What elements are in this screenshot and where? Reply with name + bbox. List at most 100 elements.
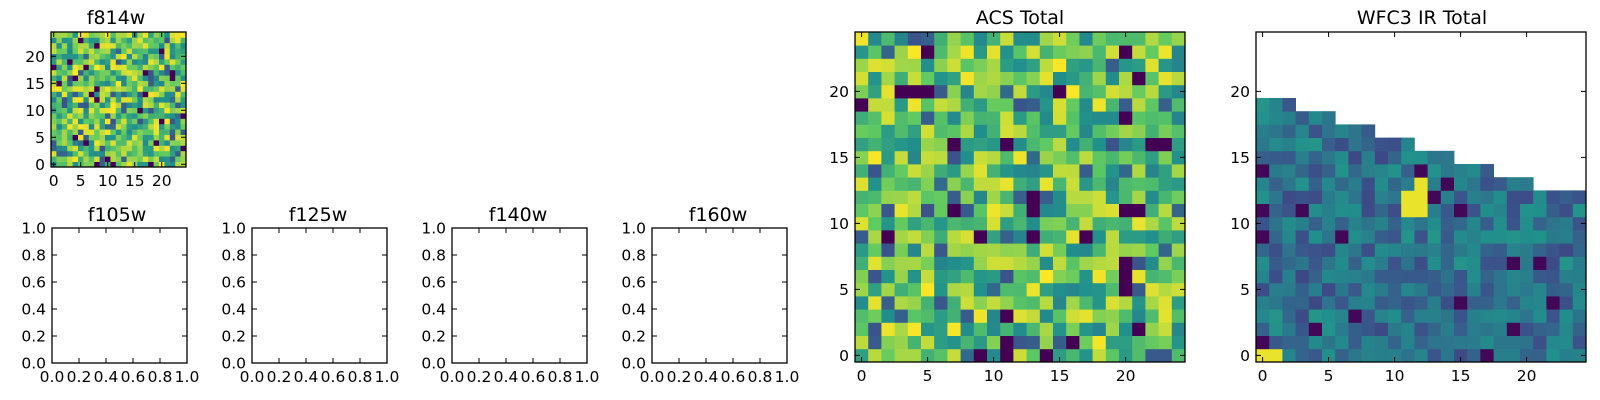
heatmap-cell xyxy=(987,243,1001,257)
heatmap-cell xyxy=(921,296,935,310)
heatmap-cell xyxy=(1066,282,1080,297)
heatmap-cell xyxy=(1079,58,1093,72)
heatmap-cell xyxy=(61,96,68,103)
heatmap-cell xyxy=(83,123,90,130)
heatmap-cell xyxy=(56,59,63,65)
heatmap-cell xyxy=(78,53,84,60)
heatmap-cell xyxy=(175,113,181,119)
heatmap-cell xyxy=(153,118,160,125)
heatmap-cell xyxy=(1480,216,1494,231)
heatmap-cell xyxy=(1480,177,1494,191)
heatmap-cell xyxy=(1092,137,1107,152)
heatmap-cell xyxy=(99,80,106,87)
heatmap-cell xyxy=(61,140,68,146)
heatmap-cell xyxy=(159,64,165,71)
heatmap-cell xyxy=(907,150,922,165)
y-tick-label: 1.0 xyxy=(621,220,646,238)
heatmap-cell xyxy=(1079,230,1093,244)
heatmap-cell xyxy=(855,137,869,152)
heatmap-cell xyxy=(72,129,79,135)
heatmap-cell xyxy=(921,282,935,297)
heatmap-cell xyxy=(94,140,100,146)
heatmap-cell xyxy=(1295,309,1310,323)
heatmap-cell xyxy=(855,348,869,363)
heatmap-cell xyxy=(1335,269,1349,284)
heatmap-cell xyxy=(180,150,187,157)
x-tick-label: 0 xyxy=(49,172,59,190)
heatmap-cell xyxy=(921,243,935,257)
heatmap-cell xyxy=(934,71,948,86)
heatmap-cell xyxy=(99,113,106,119)
heatmap-cell xyxy=(67,118,73,125)
heatmap-cell xyxy=(132,129,138,135)
heatmap-cell xyxy=(83,32,90,38)
heatmap-cell xyxy=(973,177,988,191)
heatmap-cell xyxy=(126,96,133,103)
heatmap-cell xyxy=(1520,216,1534,231)
heatmap-cell xyxy=(1066,335,1080,350)
heatmap-cell xyxy=(115,75,122,81)
heatmap-cell xyxy=(1559,322,1574,336)
heatmap-cell xyxy=(1105,71,1120,86)
heatmap-cell xyxy=(907,296,922,310)
heatmap-cell xyxy=(1039,124,1054,138)
heatmap-cell xyxy=(1105,335,1120,350)
heatmap-cell xyxy=(1559,348,1574,363)
heatmap-cell xyxy=(881,348,895,363)
heatmap-cell xyxy=(142,145,149,152)
heatmap-cell xyxy=(1053,216,1067,231)
heatmap-cell xyxy=(88,96,95,103)
heatmap-cell xyxy=(973,230,988,244)
heatmap-cell xyxy=(1256,190,1270,204)
heatmap-cell xyxy=(148,123,154,130)
heatmap-cell xyxy=(164,42,171,49)
heatmap-cell xyxy=(1559,335,1574,350)
heatmap-cell xyxy=(1026,137,1041,152)
x-tick-label: 1.0 xyxy=(175,368,200,386)
heatmap-cell xyxy=(56,113,63,119)
heatmap-cell xyxy=(1105,150,1120,165)
heatmap-cell xyxy=(61,42,68,49)
heatmap-cell xyxy=(83,118,90,125)
heatmap-cell xyxy=(88,140,95,146)
heatmap-cell xyxy=(105,80,111,87)
y-tick-label: 0.6 xyxy=(221,274,246,292)
heatmap-cell xyxy=(137,75,144,81)
heatmap-cell xyxy=(1066,256,1080,270)
heatmap-cell xyxy=(1026,58,1041,72)
heatmap-cell xyxy=(1066,216,1080,231)
heatmap-cell xyxy=(1520,322,1534,336)
heatmap-cell xyxy=(907,309,922,323)
axes-frame xyxy=(1255,31,1587,363)
heatmap-cell xyxy=(121,80,127,87)
heatmap-cell xyxy=(1132,150,1146,165)
heatmap-cell xyxy=(1013,269,1027,284)
heatmap-cell xyxy=(987,190,1001,204)
heatmap-cell xyxy=(1000,71,1014,86)
x-tick-label: 15 xyxy=(1451,367,1471,385)
heatmap-cell xyxy=(1388,269,1402,284)
heatmap-cell xyxy=(921,71,935,86)
heatmap-cell xyxy=(1374,150,1389,165)
panel-f125w: f125w 0.0 0.2 0.4 0.6 0.8 1.00.00.20.40.60.81… xyxy=(221,204,399,386)
heatmap-cell xyxy=(56,64,63,71)
heatmap-cell xyxy=(175,32,181,38)
heatmap-cell xyxy=(1066,84,1080,99)
heatmap-cell xyxy=(881,32,895,46)
x-tick-label: 0.6 xyxy=(521,368,546,386)
heatmap-cell xyxy=(115,156,122,162)
heatmap-cell xyxy=(110,96,117,103)
panel-title-f814w: f814w xyxy=(87,7,146,29)
y-tick-label: 0.8 xyxy=(21,247,46,265)
heatmap-cell xyxy=(868,296,882,310)
heatmap-cell xyxy=(1256,282,1270,297)
heatmap-cell xyxy=(180,32,187,38)
heatmap-cell xyxy=(987,32,1001,46)
heatmap-cell xyxy=(88,129,95,135)
heatmap-cell xyxy=(83,75,90,81)
heatmap-cell xyxy=(1388,164,1402,178)
heatmap-cell xyxy=(88,134,95,141)
heatmap-cell xyxy=(1388,190,1402,204)
heatmap-cell xyxy=(1335,124,1349,138)
heatmap-cell xyxy=(1256,322,1270,336)
